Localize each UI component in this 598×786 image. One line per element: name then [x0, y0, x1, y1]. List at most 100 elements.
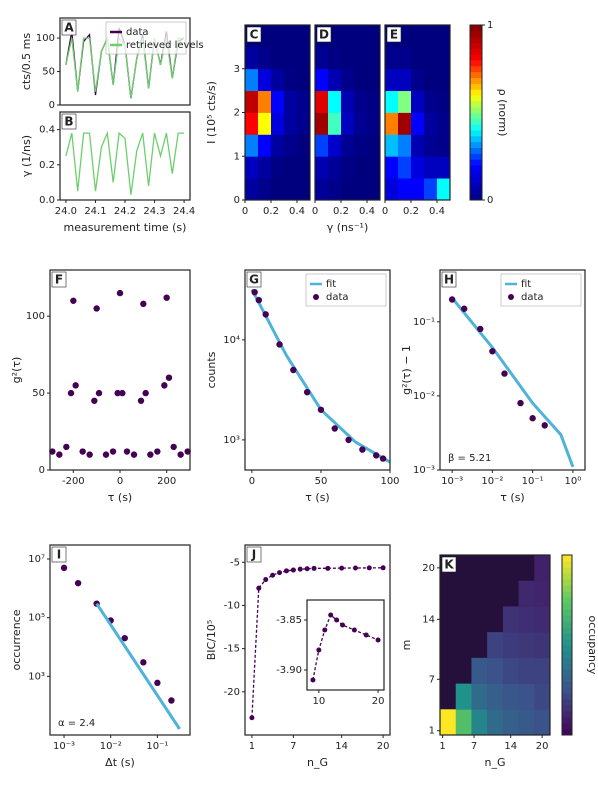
y-axis-label: counts [205, 351, 218, 388]
y-tick-label: 7 [429, 674, 435, 685]
x-tick-label: 0 [242, 206, 248, 217]
plot-frame [306, 599, 385, 691]
heatmap-cell [534, 657, 551, 684]
heatmap-cell [534, 683, 551, 710]
data-point [165, 374, 173, 381]
heatmap-cell [385, 90, 399, 113]
colorbar-step [562, 657, 572, 664]
heatmap-cell [284, 156, 298, 179]
colorbar-step [562, 627, 572, 634]
heatmap-cell [534, 555, 551, 582]
heatmap-cell [502, 657, 519, 684]
y-tick-label: 50 [32, 388, 45, 399]
colorbar-step [562, 663, 572, 670]
colorbar-step [470, 95, 482, 102]
heatmap-cell [328, 156, 342, 179]
plot-frame [49, 544, 191, 736]
heatmap-cell [315, 46, 329, 70]
colorbar-step [562, 651, 572, 658]
x-tick-label: 50 [315, 476, 328, 487]
heatmap-cell [341, 25, 355, 48]
colorbar-step [470, 42, 482, 49]
colorbar-step [562, 573, 572, 580]
heatmap-cell [385, 46, 399, 70]
heatmap-cell [271, 46, 285, 70]
data-point [91, 397, 98, 404]
colorbar-step [562, 621, 572, 628]
heatmap-cell [258, 178, 272, 201]
colorbar-frame [469, 24, 483, 201]
annotation: β = 5.21 [448, 453, 491, 464]
plot-area [60, 112, 190, 200]
legend-box [500, 273, 582, 307]
heatmap-cell [424, 90, 438, 113]
colorbar-step [470, 71, 482, 78]
panel-letter: F [55, 273, 63, 287]
panel-letter-box [61, 113, 77, 130]
y-tick-label: 10⁵ [28, 613, 45, 624]
panel-letter-box [51, 271, 67, 288]
x-tick-label: 0 [117, 476, 123, 487]
heatmap-cell [284, 90, 298, 113]
data-point [119, 389, 126, 397]
x-tick-label: 24.2 [114, 206, 136, 217]
data-point [163, 294, 170, 301]
y-axis-label: γ (1/ns) [20, 135, 33, 177]
data-point [375, 637, 381, 643]
y-tick-label: 10³ [223, 435, 240, 446]
colorbar-step [470, 188, 482, 195]
heatmap-cell [534, 632, 551, 659]
colorbar-step [470, 165, 482, 172]
data-point [477, 325, 484, 333]
x-tick-label: 14 [335, 741, 348, 752]
heatmap-cell [424, 112, 438, 135]
data-point [328, 612, 334, 618]
data-point [72, 382, 79, 389]
x-axis-label: Δt (s) [105, 756, 135, 769]
colorbar-step [562, 609, 572, 616]
heatmap-cell [411, 112, 425, 135]
heatmap-cell [245, 68, 259, 92]
heatmap-cell [437, 25, 451, 48]
data-point [380, 565, 386, 571]
heatmap-cell [437, 178, 451, 201]
data-point [114, 389, 121, 397]
heatmap-cell [398, 25, 412, 48]
y-tick-label: 14 [422, 614, 435, 625]
colorbar-step [562, 675, 572, 682]
panel-letter: K [444, 558, 454, 572]
colorbar-step [562, 591, 572, 598]
data-point [93, 305, 100, 312]
data-point [501, 370, 508, 377]
data-point [102, 451, 110, 458]
heatmap-cell [297, 68, 311, 92]
heatmap-cell [455, 709, 472, 736]
y-tick-label: 100 [26, 311, 45, 322]
y-tick-label: 1 [429, 726, 435, 737]
heatmap-cell [315, 156, 329, 179]
plot-frame [439, 554, 551, 736]
heatmap-cell [245, 178, 259, 201]
heatmap-cell [245, 112, 259, 135]
legend-label: retrieved levels [126, 40, 204, 51]
panel-letter-box [246, 26, 262, 43]
x-tick-label: 20 [536, 741, 549, 752]
panel-letter-box [246, 271, 262, 288]
heatmap-cell [354, 112, 368, 135]
heatmap-cell [258, 46, 272, 70]
x-tick-label: 100 [380, 476, 399, 487]
data-point [363, 632, 369, 638]
y-tick-label: -15 [224, 644, 240, 655]
x-tick-label: 20 [377, 741, 390, 752]
colorbar-step [562, 585, 572, 592]
legend-box [305, 273, 387, 307]
heatmap-cell [341, 156, 355, 179]
panel-letter: G [249, 273, 259, 287]
colorbar-step [562, 633, 572, 640]
heatmap-cell [385, 112, 399, 135]
heatmap-cell [518, 606, 535, 633]
panel-letter-box [246, 546, 262, 563]
heatmap-cell [245, 156, 259, 179]
heatmap-cell [424, 68, 438, 92]
y-tick-label: 1 [234, 151, 240, 162]
